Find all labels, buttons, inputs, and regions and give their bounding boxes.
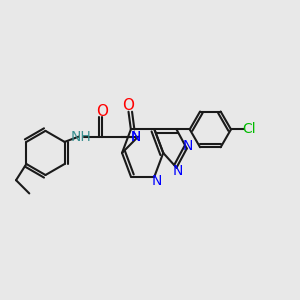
- Text: O: O: [96, 104, 108, 119]
- Text: N: N: [131, 130, 141, 144]
- Text: O: O: [122, 98, 134, 113]
- Text: N: N: [131, 130, 141, 144]
- Text: NH: NH: [70, 130, 91, 144]
- Text: N: N: [152, 174, 162, 188]
- Text: N: N: [183, 139, 194, 153]
- Text: N: N: [173, 164, 183, 178]
- Text: Cl: Cl: [242, 122, 256, 136]
